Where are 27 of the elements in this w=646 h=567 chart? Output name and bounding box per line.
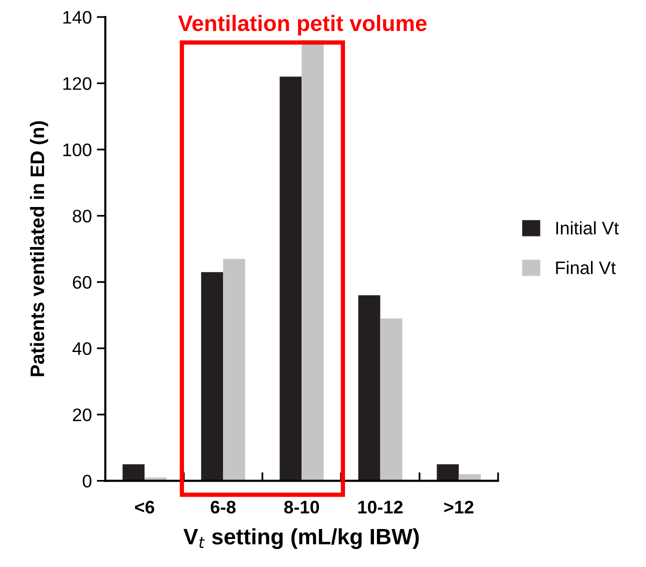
legend-label: Final Vt bbox=[556, 260, 616, 274]
bar bbox=[436, 464, 459, 481]
x-axis-title: V$_{t}$ setting (mL/kg IBW) bbox=[184, 528, 419, 550]
y-tick-label: 40 bbox=[72, 342, 92, 356]
bar bbox=[358, 295, 380, 481]
legend-label: Initial Vt bbox=[556, 221, 619, 235]
x-tick-label: >12 bbox=[444, 500, 474, 514]
bar bbox=[458, 474, 481, 481]
y-tick-label: 140 bbox=[63, 10, 92, 24]
y-tick-label: 20 bbox=[72, 408, 92, 422]
bar bbox=[302, 40, 324, 481]
annotation: Ventilation petit volume bbox=[178, 14, 427, 36]
bar bbox=[223, 258, 246, 481]
x-tick-label: 8-10 bbox=[284, 500, 320, 514]
y-tick-label: 120 bbox=[63, 77, 92, 90]
y-axis-title: Patients ventilated in ED (n) bbox=[30, 121, 48, 376]
x-tick-label: 10-12 bbox=[358, 500, 403, 514]
bar bbox=[122, 464, 145, 481]
y-tick-label: 80 bbox=[72, 210, 92, 223]
bar bbox=[380, 318, 402, 481]
x-tick-label: <6 bbox=[135, 500, 154, 514]
x-tick-label: 6-8 bbox=[210, 500, 236, 514]
bar bbox=[201, 272, 224, 481]
y-tick-label: 100 bbox=[63, 143, 92, 156]
y-tick-label: 0 bbox=[82, 474, 92, 488]
y-tick-label: 60 bbox=[72, 276, 92, 289]
bar bbox=[280, 76, 302, 481]
